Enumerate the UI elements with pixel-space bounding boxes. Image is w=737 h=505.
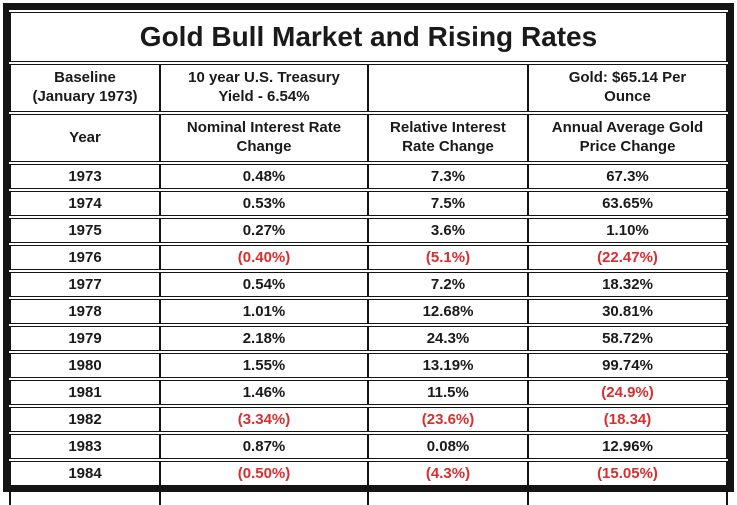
gold-change-cell: 63.65% xyxy=(527,188,728,219)
table-row-1973: 1973 0.48% 7.3% 67.3% xyxy=(9,161,728,192)
relative-change-cell: 3.6% xyxy=(367,215,529,246)
spacer-cell xyxy=(367,61,529,115)
year-cell: 1979 xyxy=(9,323,161,354)
gold-change-cell: (15.05%) xyxy=(527,458,728,489)
table-row-1980: 1980 1.55% 13.19% 99.74% xyxy=(9,350,728,381)
year-cell: 1974 xyxy=(9,188,161,219)
nominal-change-cell: (0.40%) xyxy=(159,242,369,273)
table-row-1976: 1976 (0.40%) (5.1%) (22.47%) xyxy=(9,242,728,273)
year-cell: 1983 xyxy=(9,431,161,462)
nominal-change-cell: 0.27% xyxy=(159,215,369,246)
nominal-change-cell: (3.34%) xyxy=(159,404,369,435)
relative-change-cell: (4.3%) xyxy=(367,458,529,489)
year-cell: 1980 xyxy=(9,350,161,381)
baseline-cell: Baseline (January 1973) xyxy=(9,61,161,115)
gold-change-cell: 18.32% xyxy=(527,269,728,300)
table-row-1975: 1975 0.27% 3.6% 1.10% xyxy=(9,215,728,246)
gold-change-cell: (22.47%) xyxy=(527,242,728,273)
table-row-1978: 1978 1.01% 12.68% 30.81% xyxy=(9,296,728,327)
gold-change-cell: 1.10% xyxy=(527,215,728,246)
year-column-header: Year xyxy=(9,111,161,165)
table-outer-border: Gold Bull Market and Rising Rates Baseli… xyxy=(3,3,734,505)
gold-bull-market-table: Gold Bull Market and Rising Rates Baseli… xyxy=(9,9,728,505)
nominal-change-cell: (0.50%) xyxy=(159,458,369,489)
table-row-1983: 1983 0.87% 0.08% 12.96% xyxy=(9,431,728,462)
relative-change-cell: (5.1%) xyxy=(367,242,529,273)
gold-change-cell: 30.81% xyxy=(527,296,728,327)
baseline-header-row: Baseline (January 1973) 10 year U.S. Tre… xyxy=(9,61,728,115)
empty-cell xyxy=(9,485,161,505)
table-title: Gold Bull Market and Rising Rates xyxy=(9,9,728,65)
table-row-1981: 1981 1.46% 11.5% (24.9%) xyxy=(9,377,728,408)
gold-change-cell: (18.34) xyxy=(527,404,728,435)
relative-change-cell: 7.5% xyxy=(367,188,529,219)
nominal-change-cell: 0.48% xyxy=(159,161,369,192)
relative-change-cell: 7.3% xyxy=(367,161,529,192)
nominal-change-cell: 1.46% xyxy=(159,377,369,408)
nominal-change-cell: 0.87% xyxy=(159,431,369,462)
year-cell: 1975 xyxy=(9,215,161,246)
gold-change-cell: 67.3% xyxy=(527,161,728,192)
empty-cell xyxy=(367,485,529,505)
table-row-1982: 1982 (3.34%) (23.6%) (18.34) xyxy=(9,404,728,435)
year-cell: 1973 xyxy=(9,161,161,192)
nominal-change-cell: 0.54% xyxy=(159,269,369,300)
relative-change-cell: 0.08% xyxy=(367,431,529,462)
nominal-change-cell: 1.55% xyxy=(159,350,369,381)
gold-change-column-header: Annual Average Gold Price Change xyxy=(527,111,728,165)
title-row: Gold Bull Market and Rising Rates xyxy=(9,9,728,65)
table-row-1979: 1979 2.18% 24.3% 58.72% xyxy=(9,323,728,354)
nominal-change-cell: 0.53% xyxy=(159,188,369,219)
gold-change-cell: 58.72% xyxy=(527,323,728,354)
relative-change-cell: (23.6%) xyxy=(367,404,529,435)
empty-cell xyxy=(527,485,728,505)
table-row-1977: 1977 0.54% 7.2% 18.32% xyxy=(9,269,728,300)
empty-cell xyxy=(159,485,369,505)
table-row-1974: 1974 0.53% 7.5% 63.65% xyxy=(9,188,728,219)
nominal-change-cell: 1.01% xyxy=(159,296,369,327)
year-cell: 1976 xyxy=(9,242,161,273)
relative-change-cell: 24.3% xyxy=(367,323,529,354)
gold-change-cell: 99.74% xyxy=(527,350,728,381)
relative-change-cell: 13.19% xyxy=(367,350,529,381)
relative-change-cell: 12.68% xyxy=(367,296,529,327)
year-cell: 1977 xyxy=(9,269,161,300)
empty-bottom-row xyxy=(9,485,728,505)
nominal-change-column-header: Nominal Interest Rate Change xyxy=(159,111,369,165)
year-cell: 1982 xyxy=(9,404,161,435)
year-cell: 1978 xyxy=(9,296,161,327)
relative-change-cell: 11.5% xyxy=(367,377,529,408)
column-header-row: Year Nominal Interest Rate Change Relati… xyxy=(9,111,728,165)
year-cell: 1984 xyxy=(9,458,161,489)
treasury-yield-cell: 10 year U.S. Treasury Yield - 6.54% xyxy=(159,61,369,115)
gold-change-cell: (24.9%) xyxy=(527,377,728,408)
relative-change-column-header: Relative Interest Rate Change xyxy=(367,111,529,165)
nominal-change-cell: 2.18% xyxy=(159,323,369,354)
gold-price-cell: Gold: $65.14 Per Ounce xyxy=(527,61,728,115)
gold-change-cell: 12.96% xyxy=(527,431,728,462)
relative-change-cell: 7.2% xyxy=(367,269,529,300)
year-cell: 1981 xyxy=(9,377,161,408)
table-row-1984: 1984 (0.50%) (4.3%) (15.05%) xyxy=(9,458,728,489)
